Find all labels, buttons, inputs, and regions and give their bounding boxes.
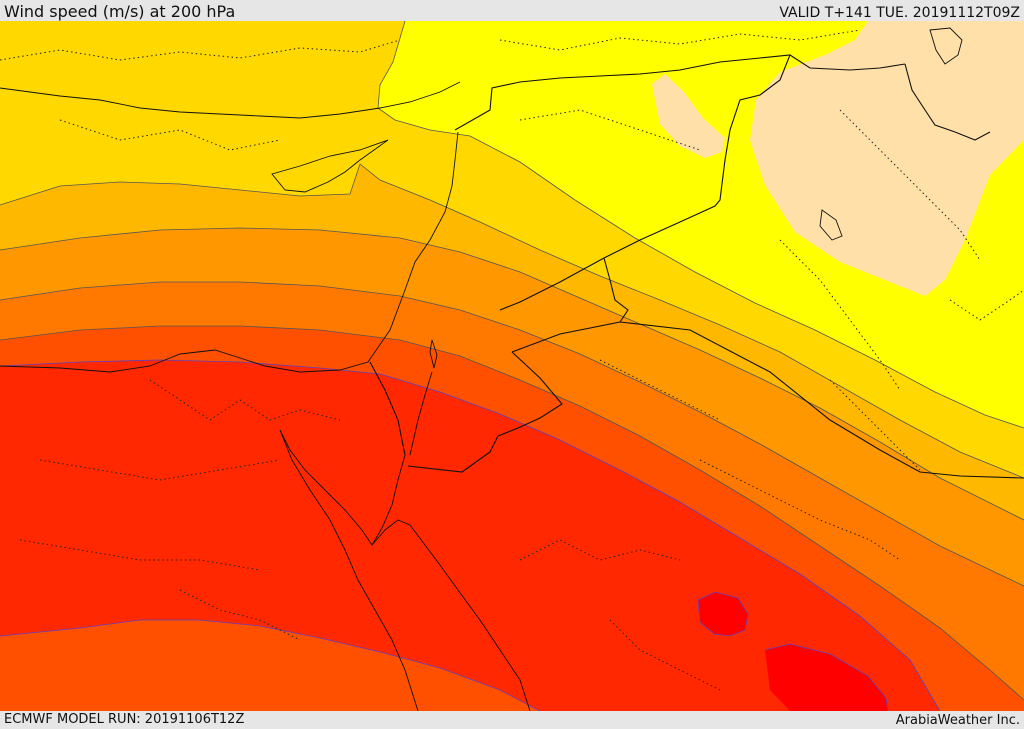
model-run-label: ECMWF MODEL RUN: 20191106T12Z [4, 712, 245, 727]
map-header: Wind speed (m/s) at 200 hPa VALID T+141 … [0, 0, 1024, 21]
country-borders [369, 54, 1024, 479]
coastlines [0, 27, 963, 711]
credit-label: ArabiaWeather Inc. [895, 713, 1020, 728]
contour-lines-strong [0, 359, 941, 711]
admin-borders [0, 29, 1024, 691]
map-title: Wind speed (m/s) at 200 hPa [4, 2, 236, 21]
wind-speed-map [0, 21, 1024, 711]
map-footer: ECMWF MODEL RUN: 20191106T12Z ArabiaWeat… [0, 711, 1024, 729]
wind-band-8-core-a [698, 592, 748, 636]
valid-time-label: VALID T+141 TUE. 20191112T09Z [779, 5, 1020, 21]
contour-lines [0, 21, 1024, 701]
wind-band-8-core-b [765, 644, 888, 711]
wind-band-0-east [750, 21, 1024, 296]
wind-band-0-west [652, 74, 725, 158]
